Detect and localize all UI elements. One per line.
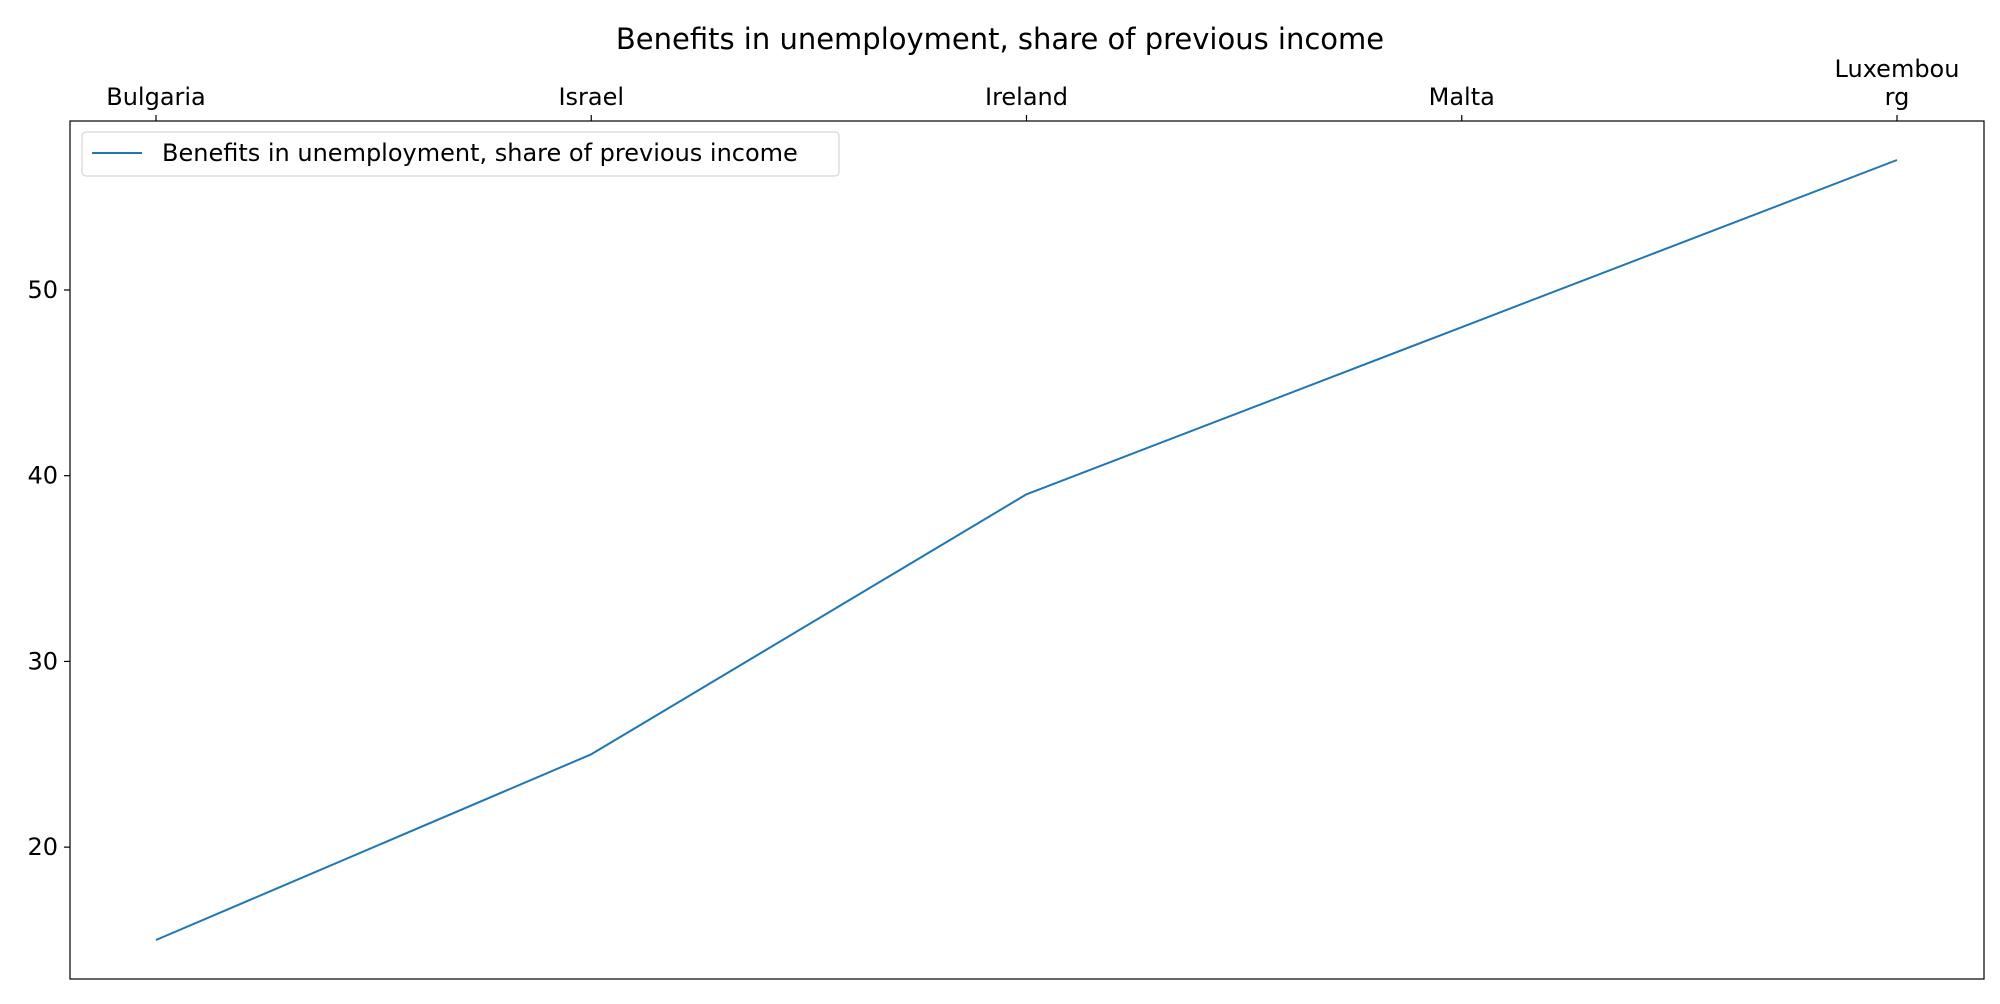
legend-label: Benefits in unemployment, share of previ… (162, 139, 798, 167)
x-tick-label: Ireland (985, 83, 1068, 111)
y-tick-label: 20 (27, 833, 58, 861)
series-line (155, 159, 1898, 941)
y-axis-ticks: 20 30 40 50 (27, 276, 70, 861)
y-tick-label: 50 (27, 276, 58, 304)
legend-box (81, 131, 840, 177)
series-layer (155, 159, 1898, 941)
x-tick-label: Israel (558, 83, 624, 111)
x-axis-ticks: Bulgaria Israel Ireland Malta Luxembou rg (106, 55, 1959, 121)
plot-frame (69, 120, 1985, 980)
x-tick-label: Luxembou rg (1835, 55, 1960, 111)
x-tick-label: Bulgaria (106, 83, 206, 111)
chart-title: Benefits in unemployment, share of previ… (616, 22, 1384, 56)
legend: Benefits in unemployment, share of previ… (81, 131, 840, 177)
x-tick-label: Malta (1429, 83, 1495, 111)
y-tick-label: 40 (27, 462, 58, 490)
y-tick-label: 30 (27, 647, 58, 675)
